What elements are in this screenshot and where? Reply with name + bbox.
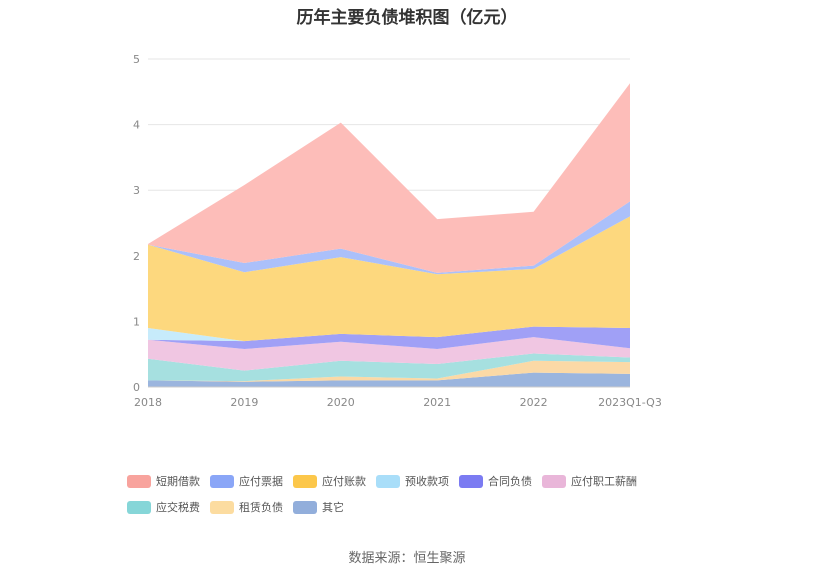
- legend-swatch: [127, 474, 151, 488]
- x-tick-label: 2022: [520, 396, 548, 409]
- legend-label: 应付票据: [239, 475, 283, 488]
- legend-item[interactable]: 应付账款: [293, 472, 366, 490]
- legend-swatch: [459, 474, 483, 488]
- legend-swatch: [293, 474, 317, 488]
- legend-item[interactable]: 合同负债: [459, 472, 532, 490]
- chart-title: 历年主要负债堆积图（亿元）: [296, 8, 518, 28]
- area-1: [148, 360, 630, 382]
- area-series: [148, 83, 630, 387]
- legend: 短期借款 应付票据 应付账款 预收款项 合同负债 应付职工薪酬应交税费 租赁负债 其它: [127, 472, 687, 524]
- area-3: [148, 337, 630, 371]
- legend-item[interactable]: 应付职工薪酬: [542, 472, 637, 490]
- legend-swatch: [293, 500, 317, 514]
- legend-label: 应付账款: [322, 475, 366, 488]
- area-6: [148, 216, 630, 342]
- legend-swatch: [127, 500, 151, 514]
- legend-label: 应付职工薪酬: [571, 475, 637, 488]
- y-tick-label: 1: [133, 315, 140, 328]
- area-2: [148, 353, 630, 382]
- area-4: [148, 326, 630, 349]
- axes: 0 1 2 3 4 5 2018 2019 2020 2021 2022 2023Q1-Q3: [133, 53, 662, 409]
- area-8: [148, 83, 630, 273]
- legend-swatch: [210, 500, 234, 514]
- area-5: [148, 326, 630, 342]
- x-tick-label: 2019: [230, 396, 258, 409]
- x-tick-label: 2021: [423, 396, 451, 409]
- x-tick-label: 2018: [134, 396, 162, 409]
- legend-label: 租赁负债: [239, 501, 283, 514]
- x-tick-label: 2020: [327, 396, 355, 409]
- x-tick-label: 2023Q1-Q3: [598, 396, 662, 409]
- legend-label: 其它: [322, 501, 344, 514]
- legend-item[interactable]: 预收款项: [376, 472, 449, 490]
- legend-label: 预收款项: [405, 475, 449, 488]
- legend-item[interactable]: 应交税费: [127, 498, 200, 516]
- source-note: 数据来源：恒生聚源: [348, 551, 466, 566]
- legend-label: 短期借款: [156, 475, 200, 488]
- legend-swatch: [542, 474, 566, 488]
- y-tick-label: 0: [133, 381, 140, 394]
- legend-label: 应交税费: [156, 501, 200, 514]
- legend-swatch: [376, 474, 400, 488]
- legend-item[interactable]: 其它: [293, 498, 344, 516]
- legend-swatch: [210, 474, 234, 488]
- legend-label: 合同负债: [488, 475, 532, 488]
- y-tick-label: 5: [133, 53, 140, 66]
- y-tick-label: 2: [133, 250, 140, 263]
- legend-item[interactable]: 短期借款: [127, 472, 200, 490]
- y-tick-label: 4: [133, 119, 140, 132]
- legend-item[interactable]: 租赁负债: [210, 498, 283, 516]
- area-0: [148, 372, 630, 387]
- legend-item[interactable]: 应付票据: [210, 472, 283, 490]
- stacked-area-chart: 0 1 2 3 4 5 2018 2019 2020 2021 2022 2023Q1-Q3: [133, 53, 662, 409]
- y-tick-label: 3: [133, 184, 140, 197]
